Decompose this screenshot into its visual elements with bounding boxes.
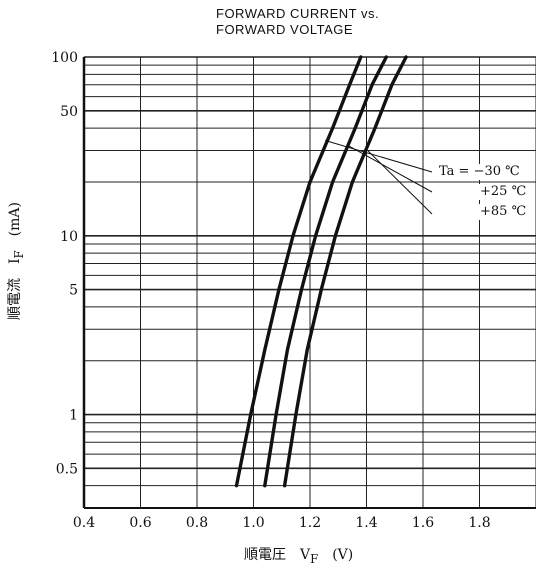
x-tick-label: 1.4 bbox=[355, 515, 377, 531]
y-tick-label: 0.5 bbox=[56, 461, 78, 477]
legend-leader-line bbox=[347, 145, 433, 193]
x-tick-label: 0.4 bbox=[73, 515, 95, 531]
legend-leader-line bbox=[367, 150, 433, 215]
y-tick-label: 5 bbox=[69, 283, 78, 299]
legend-leader-line bbox=[325, 139, 433, 173]
x-tick-label: 1.6 bbox=[412, 515, 434, 531]
y-tick-label: 50 bbox=[60, 104, 78, 120]
x-tick-label: 0.6 bbox=[129, 515, 151, 531]
x-tick-label: 1.0 bbox=[242, 515, 264, 531]
legend-label-25: +25 ℃ bbox=[478, 184, 529, 200]
y-tick-label: 10 bbox=[60, 229, 78, 245]
series-line-0 bbox=[234, 55, 363, 488]
x-tick-label: 1.8 bbox=[468, 515, 490, 531]
series-line-2 bbox=[282, 55, 408, 488]
legend-label-minus30: Ta = −30 ℃ bbox=[437, 164, 522, 180]
chart-title-line-2: FORWARD VOLTAGE bbox=[216, 22, 354, 37]
chart-title-line-1: FORWARD CURRENT vs. bbox=[216, 6, 380, 21]
legend-label-85: +85 ℃ bbox=[478, 204, 529, 220]
x-tick-label: 0.8 bbox=[186, 515, 208, 531]
y-tick-label: 100 bbox=[51, 50, 78, 66]
y-axis-label: 順電流 IF (mA) bbox=[7, 202, 26, 320]
x-tick-label: 1.2 bbox=[299, 515, 321, 531]
y-tick-label: 1 bbox=[69, 408, 78, 424]
x-axis-label: 順電圧 VF (V) bbox=[244, 547, 354, 566]
series-line-1 bbox=[263, 55, 388, 488]
